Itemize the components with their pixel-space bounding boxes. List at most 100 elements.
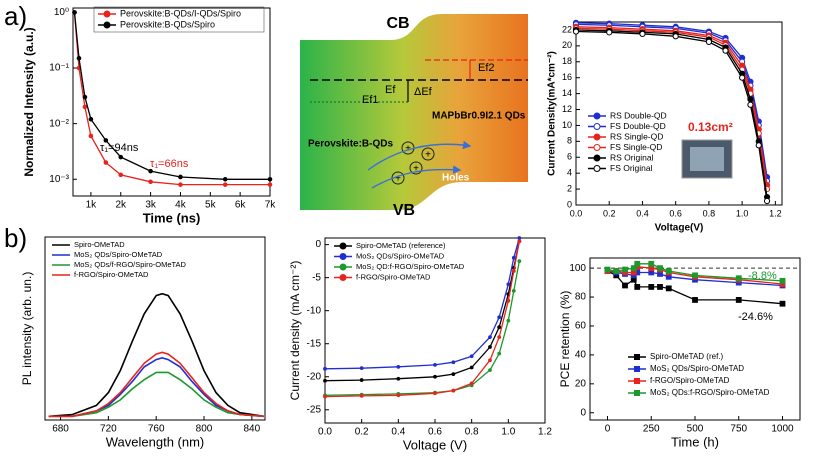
marker <box>469 365 474 370</box>
series-line <box>575 29 768 198</box>
marker <box>497 315 502 320</box>
annotation: -24.6% <box>738 311 773 323</box>
marker <box>323 378 327 383</box>
y-tick-label: 100 <box>569 263 586 274</box>
y-tick-label: 14 <box>562 88 572 98</box>
legend-label: Spiro-OMeTAD <box>74 240 125 249</box>
marker <box>506 282 511 287</box>
legend-marker <box>339 242 347 250</box>
x-tick-label: 5k <box>205 200 217 211</box>
legend-label: f-RGO/Spiro-OMeTAD <box>356 272 431 281</box>
x-tick-label: 1.2 <box>538 427 552 438</box>
vb-label: VB <box>393 202 415 219</box>
marker <box>613 268 620 274</box>
legend-frame <box>93 6 265 33</box>
series-line <box>575 22 768 178</box>
legend-label: MoS₂ QDs/Spiro-OMeTAD <box>650 364 744 373</box>
x-tick-label: 680 <box>52 424 69 435</box>
marker <box>665 268 672 274</box>
legend-marker <box>339 263 347 271</box>
panel-label: a) <box>4 1 27 31</box>
legend-marker <box>634 354 640 360</box>
series-line <box>48 292 264 418</box>
legend-label: Perovskite:B-QDs/I-QDs/Spiro <box>120 8 241 18</box>
y-tick-label: 10⁻³ <box>49 174 69 185</box>
y-axis-label: Current Density(mA*cm⁻²) <box>547 51 558 176</box>
marker <box>517 259 522 264</box>
marker <box>511 288 516 293</box>
marker <box>739 74 746 81</box>
marker <box>606 29 613 36</box>
ef1-label: Ef1 <box>362 94 379 106</box>
y-tick-label: 6 <box>567 152 572 162</box>
y-tick-label: 0 <box>567 199 572 209</box>
legend-marker <box>593 154 601 162</box>
legend-marker <box>634 390 640 396</box>
marker <box>692 272 698 279</box>
x-tick-label: 1.0 <box>501 427 515 438</box>
marker <box>267 176 273 182</box>
y-tick-label: -15 <box>307 338 322 349</box>
legend-label: f-RGO/Spiro-OMeTAD <box>650 376 730 385</box>
marker <box>433 374 437 379</box>
x-tick-label: 1000 <box>771 424 794 435</box>
marker <box>433 391 437 396</box>
legend-marker <box>593 165 601 172</box>
marker <box>488 345 492 349</box>
hole-arrow <box>371 165 462 189</box>
marker <box>630 265 637 272</box>
series-line <box>575 26 768 186</box>
x-tick-label: 840 <box>244 424 261 435</box>
x-tick-label: 0.0 <box>318 427 332 438</box>
marker <box>665 285 672 292</box>
marker <box>488 358 492 363</box>
marker <box>517 239 522 244</box>
device-photo <box>681 139 733 179</box>
y-tick-label: 80 <box>575 292 587 303</box>
marker <box>103 138 109 143</box>
x-tick-label: 750 <box>730 424 747 435</box>
x-tick-label: 0.8 <box>703 208 716 218</box>
y-axis-label: PL intensity (arb. un.) <box>20 272 34 386</box>
marker <box>103 160 109 165</box>
marker <box>779 300 786 307</box>
annotation: τ₁=94ns <box>100 142 139 154</box>
marker <box>178 182 183 187</box>
y-tick-label: 0 <box>315 239 321 250</box>
marker <box>657 265 663 272</box>
y-tick-label: -10 <box>307 305 322 316</box>
y-tick-label: 10 <box>562 120 572 130</box>
marker <box>323 366 327 371</box>
marker <box>692 297 698 303</box>
legend-marker <box>593 144 601 151</box>
series-line <box>575 27 768 190</box>
marker <box>72 10 77 15</box>
plot-frame <box>575 21 783 206</box>
marker <box>604 266 611 273</box>
marker <box>396 364 401 369</box>
y-tick-label: 16 <box>562 72 572 82</box>
series-line <box>575 30 768 202</box>
x-tick-label: 0.4 <box>391 427 405 438</box>
x-axis-label: Time (h) <box>671 434 719 449</box>
x-tick-label: 1k <box>86 200 98 211</box>
legend-marker <box>593 112 601 120</box>
legend-marker <box>593 123 601 130</box>
marker <box>118 172 124 178</box>
x-tick-label: 800 <box>196 424 213 435</box>
annotation: τ₁=66ns <box>150 158 189 170</box>
svg-text:+: + <box>425 150 431 161</box>
marker <box>359 394 364 398</box>
marker <box>88 116 94 122</box>
marker <box>178 174 183 180</box>
marker <box>511 269 516 273</box>
marker <box>497 351 502 356</box>
x-tick-label: 0.6 <box>669 208 682 218</box>
svg-text:+: + <box>395 174 401 185</box>
marker <box>735 275 742 282</box>
x-tick-label: 7k <box>265 200 277 211</box>
legend-label: Perovskite:B-QDs/Spiro <box>120 19 215 29</box>
marker <box>511 255 516 260</box>
legend-label: RS Double-QD <box>610 110 667 120</box>
